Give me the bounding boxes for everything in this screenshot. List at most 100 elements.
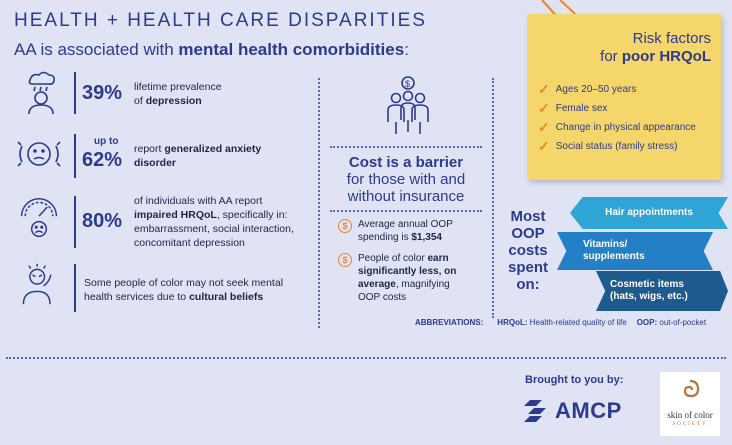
- risk-heading-line2-bold: poor HRQoL: [621, 48, 711, 65]
- risk-item-label: Female sex: [555, 103, 608, 114]
- soc-line1: skin of color: [667, 410, 713, 420]
- abbreviations: ABBREVIATIONS: HRQoL: Health-related qual…: [415, 318, 706, 327]
- cost-bullet2-line4: OOP costs: [358, 292, 407, 303]
- page-subtitle: AA is associated with mental health como…: [14, 40, 409, 60]
- ribbon-cosmetic-items: Cosmetic items (hats, wigs, etc.): [596, 271, 728, 311]
- hrqol-line2-suffix: , specifically in:: [216, 209, 288, 221]
- cost-bullet1-line1: Average annual OOP: [358, 219, 453, 230]
- risk-item: ✓ Social status (family stress): [538, 137, 696, 156]
- upto-label: up to: [94, 136, 119, 147]
- cultural-line2-bold: cultural beliefs: [189, 291, 264, 303]
- cultural-text: Some people of color may not seek mental…: [84, 276, 283, 304]
- cost-bullet2-line3-suffix: , magnifying: [395, 279, 450, 290]
- risk-factors-card: [527, 14, 721, 180]
- subtitle-suffix: :: [404, 40, 409, 59]
- cost-title: Cost is a barrier for those with and wit…: [330, 154, 482, 205]
- cost-bullet1-line2-prefix: spending is: [358, 232, 412, 243]
- risk-heading-line2-prefix: for: [600, 48, 622, 65]
- cost-bullet2-line1-bold: earn: [427, 253, 449, 264]
- depression-text: lifetime prevalence of depression: [134, 80, 222, 108]
- hrqol-pct: 80%: [82, 210, 123, 232]
- cost-bullet2-line2-bold: significantly less, on: [358, 266, 457, 277]
- group-money-icon: $: [387, 76, 429, 134]
- cost-bullet1-line2: spending is $1,354: [358, 231, 453, 244]
- depression-pct: 39%: [82, 82, 123, 104]
- cost-bullet1-line2-bold: $1,354: [411, 232, 442, 243]
- cost-bullet2-line1: People of color earn: [358, 252, 456, 265]
- ribbon-line2: (hats, wigs, etc.): [610, 291, 688, 302]
- depression-line2: of depression: [134, 94, 222, 108]
- risk-heading-line2: for poor HRQoL: [535, 48, 711, 66]
- check-icon: ✓: [538, 81, 550, 97]
- ribbon-line1: Cosmetic items: [610, 279, 684, 290]
- hrqol-line1: of individuals with AA report: [134, 195, 263, 207]
- subtitle-bold: mental health comorbidities: [178, 40, 405, 59]
- depression-line1: lifetime prevalence: [134, 81, 222, 93]
- risk-item-label: Change in physical appearance: [555, 122, 696, 133]
- footer-divider: [6, 357, 726, 359]
- anxiety-line2: disorder: [134, 157, 177, 169]
- divider-bar: [74, 264, 76, 312]
- cost-bullet2-line1-prefix: People of color: [358, 253, 428, 264]
- check-icon: ✓: [538, 119, 550, 135]
- cost-bullet2-line3: average, magnifying: [358, 278, 456, 291]
- cost-top-divider: [330, 146, 482, 148]
- cultural-line2-prefix: health services due to: [84, 291, 190, 303]
- divider-bar: [74, 134, 76, 178]
- cost-title-line1: Cost is a barrier: [330, 154, 482, 171]
- abbrev-hrqol-key: HRQoL:: [497, 318, 528, 327]
- divider-bar: [74, 72, 76, 114]
- oop-line: OOP: [511, 225, 545, 242]
- oop-line: costs: [508, 242, 548, 259]
- cost-bullet2-line2: significantly less, on: [358, 265, 456, 278]
- risk-item-label: Ages 20–50 years: [555, 84, 637, 95]
- oop-line: spent: [507, 259, 548, 276]
- ribbon-line1: Vitamins/: [583, 239, 628, 250]
- subtitle-prefix: AA is associated with: [14, 40, 179, 59]
- check-icon: ✓: [538, 138, 550, 154]
- risk-heading: Risk factors for poor HRQoL: [535, 30, 711, 66]
- ribbon-line1: Hair appointments: [605, 207, 693, 218]
- hrqol-line2-bold: impaired HRQoL: [134, 209, 217, 221]
- ribbon-hair-appointments: Hair appointments: [570, 197, 728, 229]
- rain-cloud-head-icon: [28, 71, 55, 114]
- risk-list: ✓ Ages 20–50 years ✓ Female sex ✓ Change in…: [538, 80, 696, 156]
- amcp-logo-icon: [524, 400, 546, 422]
- abbrev-oop-key: OOP:: [636, 318, 658, 327]
- check-icon: ✓: [538, 100, 550, 116]
- anxiety-pct: 62%: [82, 149, 123, 171]
- brought-to-you-label: Brought to you by:: [525, 374, 624, 386]
- risk-heading-line1: Risk factors: [632, 30, 711, 47]
- cost-title-line3: without insurance: [347, 188, 465, 205]
- dollar-coin-icon: $: [338, 219, 352, 233]
- anxiety-line1: report generalized anxiety: [134, 142, 261, 156]
- oop-costs-label: Most OOP costs spent on:: [500, 208, 556, 293]
- hrqol-text: of individuals with AA report impaired H…: [134, 194, 294, 250]
- oop-line: on:: [516, 276, 540, 293]
- gauge-sad-face-icon: [20, 198, 58, 238]
- skin-of-color-society-logo: skin of color SOCIETY: [660, 372, 720, 436]
- page-title: HEALTH + HEALTH CARE DISPARITIES: [14, 10, 427, 31]
- cultural-line1: Some people of color may not seek mental: [84, 277, 284, 289]
- cost-bullet-2: People of color earn significantly less,…: [358, 252, 456, 304]
- cost-title-line2: for those with and: [346, 171, 466, 188]
- soc-line2: SOCIETY: [672, 422, 708, 427]
- anxious-face-icon: [17, 141, 61, 167]
- abbrev-hrqol-val: Health-related quality of life: [527, 318, 627, 327]
- ribbon-line2: supplements: [583, 251, 645, 262]
- anxiety-text: report generalized anxiety disorder: [134, 142, 261, 170]
- risk-item: ✓ Female sex: [538, 99, 696, 118]
- swirl-logo-icon: [683, 379, 700, 398]
- column-divider: [318, 78, 320, 328]
- dollar-coin-icon: $: [338, 253, 352, 267]
- cost-bullet-1: Average annual OOP spending is $1,354: [358, 218, 453, 244]
- divider-bar: [74, 196, 76, 248]
- column-divider: [492, 78, 494, 318]
- hrqol-line3: embarrassment, social interaction,: [134, 223, 294, 235]
- cultural-line2: health services due to cultural beliefs: [84, 290, 283, 304]
- hrqol-line2: impaired HRQoL, specifically in:: [134, 208, 294, 222]
- svg-text:$: $: [405, 79, 410, 89]
- oop-line: Most: [510, 208, 546, 225]
- cost-bottom-divider: [330, 210, 482, 212]
- risk-item: ✓ Change in physical appearance: [538, 118, 696, 137]
